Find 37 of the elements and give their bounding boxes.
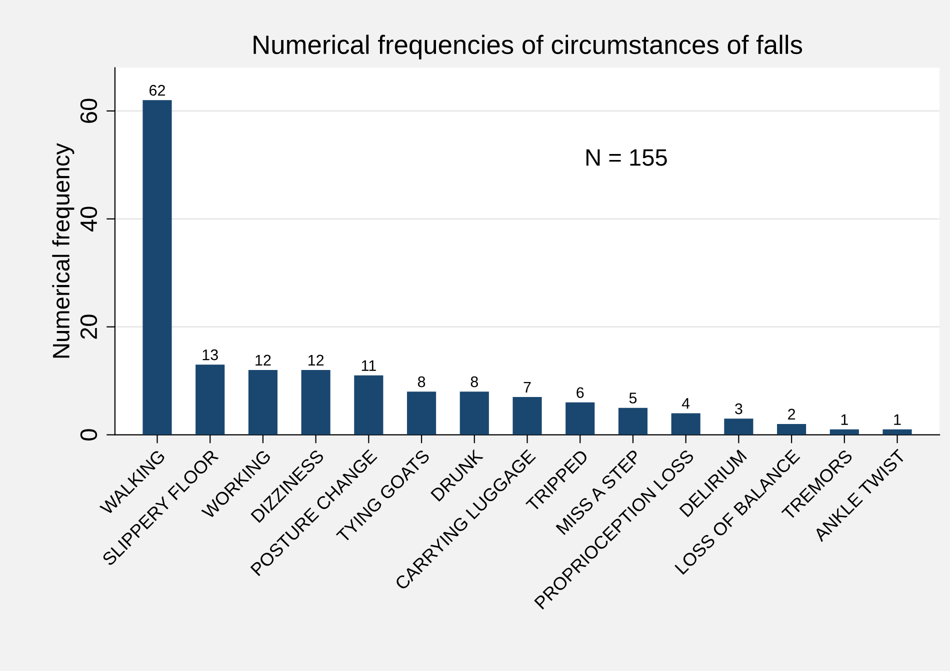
data-label: 2	[788, 408, 796, 420]
y-axis-title: Numerical frequency	[52, 143, 74, 358]
bar	[301, 370, 330, 435]
bar	[566, 402, 595, 435]
data-label: 62	[150, 84, 165, 96]
data-label: 4	[682, 398, 690, 409]
bar	[671, 413, 700, 435]
data-label: 5	[629, 392, 637, 404]
bar	[196, 364, 225, 435]
data-label: 12	[256, 354, 271, 366]
y-tick-label: 0	[80, 429, 98, 440]
annotation: N = 155	[586, 149, 667, 166]
bar	[724, 418, 754, 435]
y-tick-label: 40	[80, 206, 98, 232]
data-label: 3	[735, 403, 742, 414]
y-tick-label: 60	[80, 98, 98, 123]
bar	[142, 100, 172, 435]
bar	[882, 429, 912, 435]
data-label: 8	[418, 376, 426, 388]
bar	[248, 370, 278, 435]
bar	[406, 392, 436, 435]
bar	[512, 397, 542, 435]
chart-title: Numerical frequencies of circumstances of falls	[254, 34, 802, 60]
data-label: 8	[470, 376, 478, 388]
bar	[354, 375, 384, 435]
bar	[777, 424, 806, 435]
bar	[460, 392, 489, 435]
bar	[830, 429, 859, 435]
data-label: 11	[362, 360, 376, 371]
data-label: 1	[841, 414, 848, 425]
data-label: 1	[894, 414, 901, 425]
bar	[618, 408, 648, 435]
data-label: 7	[524, 382, 531, 392]
data-label: 6	[576, 387, 584, 398]
data-label: 13	[202, 349, 218, 360]
y-tick-label: 20	[80, 314, 98, 339]
data-label: 12	[308, 354, 324, 366]
